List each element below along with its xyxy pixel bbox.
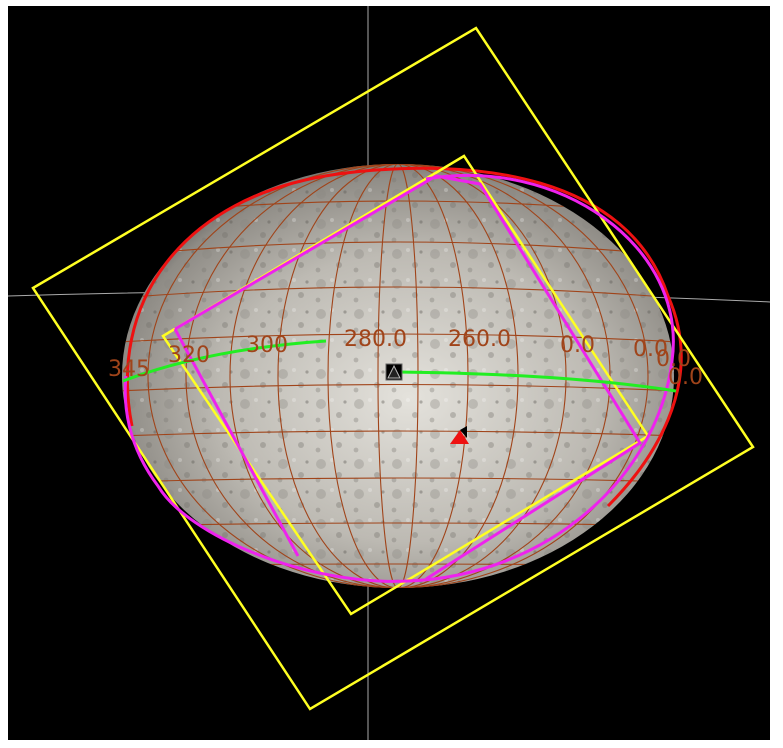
lon-label-320: 320 — [168, 343, 210, 368]
lon-label-0-c: 0.0 — [656, 347, 691, 372]
lon-label-345: 345 — [108, 357, 150, 382]
scene: 345 320 300 280.0 260.0 0.0 0.0 0.0 0.0 — [8, 6, 770, 740]
red-triangle-icon[interactable] — [450, 426, 469, 444]
lon-label-0-b: 0.0 — [633, 337, 668, 362]
limb-outline — [125, 166, 683, 508]
lon-label-300: 300 — [246, 333, 288, 358]
lon-label-260: 260.0 — [448, 327, 511, 352]
viewport-3d[interactable]: 345 320 300 280.0 260.0 0.0 0.0 0.0 0.0 — [8, 6, 770, 740]
lon-label-0-a: 0.0 — [560, 333, 595, 358]
footprint-frame-magenta — [123, 173, 675, 583]
lon-label-280: 280.0 — [344, 327, 407, 352]
lon-label-0-d: 0.0 — [668, 365, 703, 390]
black-triangle-icon[interactable] — [385, 363, 403, 381]
ground-track — [122, 339, 677, 393]
longitude-labels: 345 320 300 280.0 260.0 0.0 0.0 0.0 0.0 — [108, 327, 703, 390]
